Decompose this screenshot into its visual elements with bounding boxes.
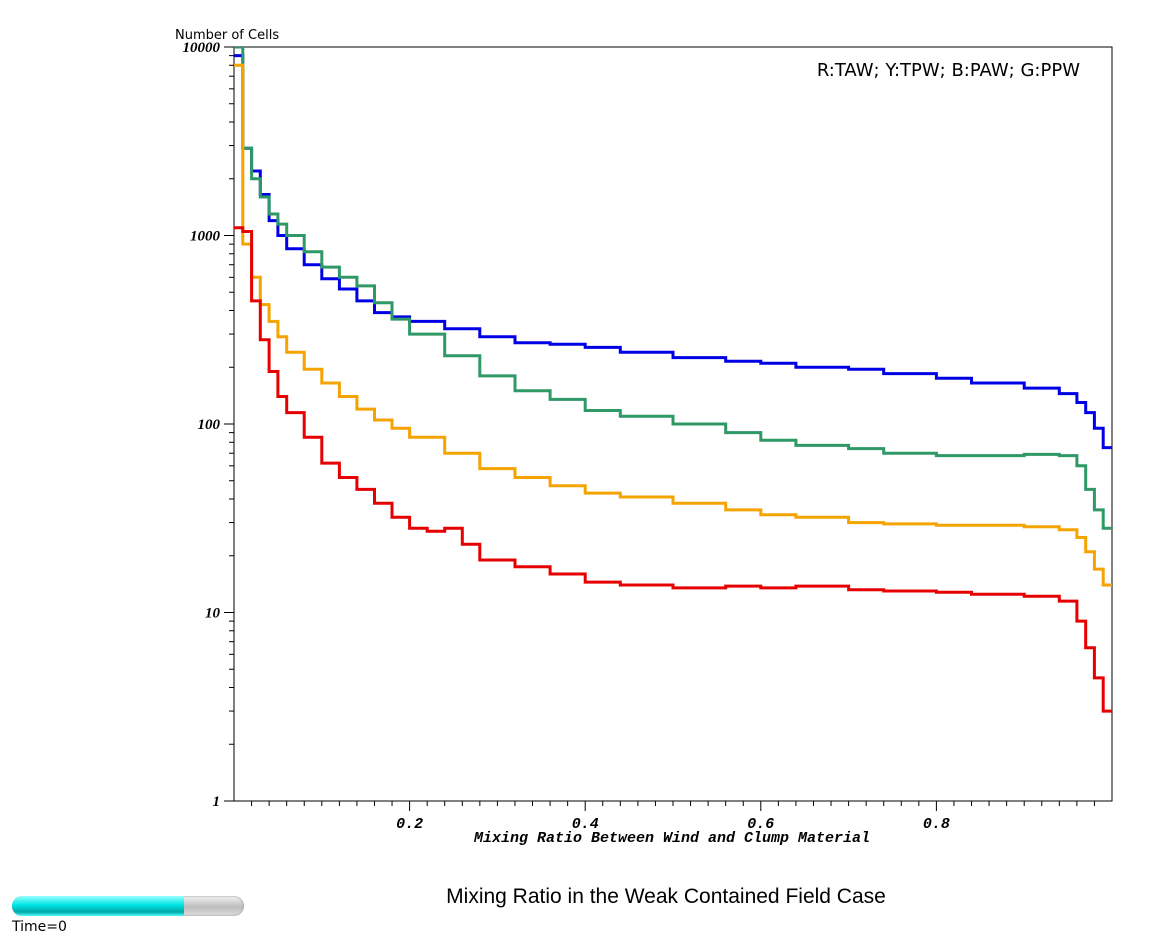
x-tick-label: 0.2 [396,816,423,833]
y-tick-label: 1 [213,794,221,810]
time-slider[interactable] [12,896,244,916]
series-line [234,47,1112,530]
x-minor-ticks [251,801,1095,811]
time-slider-fill [12,896,184,916]
y-tick-label: 100 [198,417,221,433]
series-line [234,226,1112,713]
y-tick-label: 10 [205,606,221,622]
y-tick-labels: 1 10 100 1000 10000 [183,40,221,810]
time-label: Time=0 [12,919,67,935]
series-line [234,54,1112,450]
y-tick-label: 1000 [190,229,221,245]
y-minor-ticks [224,46,234,802]
chart-title: Mixing Ratio in the Weak Contained Field… [446,885,886,908]
legend: R:TAW; Y:TPW; B:PAW; G:PPW [817,60,1080,81]
y-axis-label: Number of Cells [175,28,279,43]
x-tick-labels: 0.2 0.4 0.6 0.8 [396,816,950,833]
x-tick-label: 0.6 [747,816,774,833]
series-lines [234,47,1112,713]
x-axis-label: Mixing Ratio Between Wind and Clump Mate… [473,830,870,847]
y-tick-label: 10000 [183,40,221,56]
series-line [234,63,1112,587]
x-tick-label: 0.4 [572,816,599,833]
x-tick-label: 0.8 [923,816,950,833]
